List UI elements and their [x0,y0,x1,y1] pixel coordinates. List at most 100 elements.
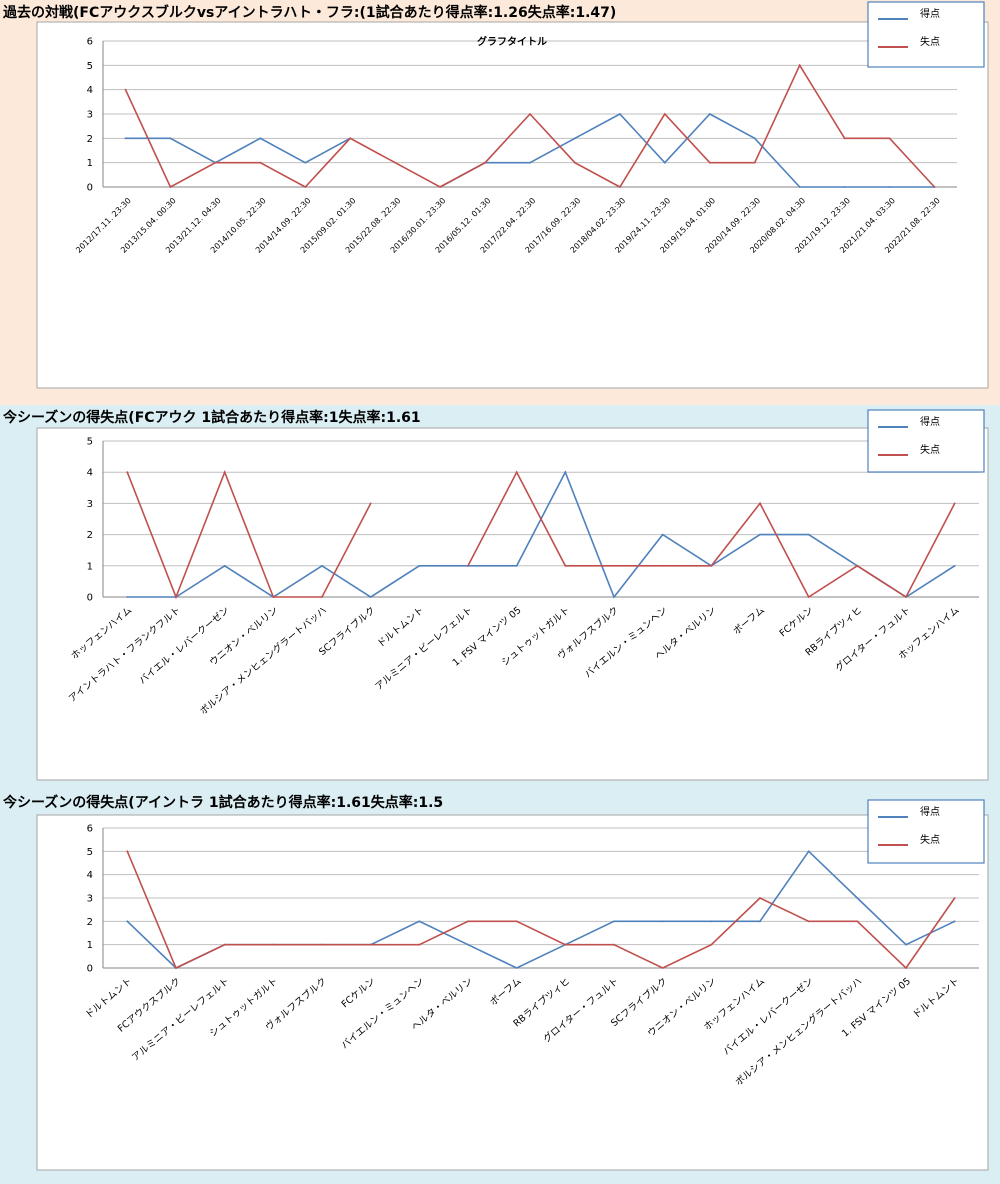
data-point [126,850,129,853]
data-point [394,161,397,164]
data-point [759,897,761,899]
data-point [418,920,421,923]
data-point [175,596,177,598]
y-tick-label: 0 [87,183,93,194]
y-tick-label: 2 [87,530,93,541]
data-point [349,137,352,140]
data-point [661,967,664,969]
data-point [708,113,711,115]
y-tick-label: 4 [87,468,93,479]
data-point [708,161,711,164]
y-tick-label: 5 [87,61,93,72]
data-point [418,943,421,946]
data-point [169,186,172,188]
data-point [529,161,531,164]
data-point [259,161,262,164]
plot-area-frame [36,21,989,389]
y-tick-label: 6 [87,37,93,48]
y-tick-label: 5 [87,437,93,448]
data-point [759,533,761,536]
data-point [223,943,226,946]
data-point [753,137,756,140]
chart-panel-past-matches: 過去の対戦(FCアウクスブルクvsアイントラハト・フラ:(1試合あたり得点率:1… [0,0,1000,405]
data-point [613,943,615,946]
legend-label: 得点 [920,8,940,20]
data-point [169,137,172,140]
y-tick-label: 2 [87,134,93,145]
chart-title: グラフタイトル [477,35,547,48]
data-point [574,161,576,164]
data-point [843,137,846,140]
legend-label: 失点 [920,833,940,846]
legend-label: 得点 [920,416,940,428]
y-tick-label: 1 [87,158,93,169]
data-point [856,897,859,899]
y-tick-label: 6 [87,824,93,835]
series-line-conceded [126,850,956,970]
data-point [574,137,576,140]
data-point [272,596,275,598]
data-point [807,850,810,853]
data-point [515,920,518,923]
data-point [888,137,891,140]
data-point [618,186,621,188]
data-point [753,161,756,164]
data-point [613,596,615,598]
data-point [439,186,442,188]
data-point [905,943,907,946]
plot-area-frame [36,427,989,781]
data-point [661,533,664,536]
data-point [369,943,372,946]
data-point [564,943,567,946]
chart-panel-augsburg-season: 今シーズンの得失点(FCアウク 1試合あたり得点率:1失点率:1.61 0 1 2 3… [0,405,1000,790]
data-point [515,471,518,474]
y-tick-label: 2 [87,917,93,928]
data-point [223,564,226,567]
data-point [369,596,372,598]
data-point [618,113,621,115]
data-point [126,920,129,923]
data-point [259,137,262,140]
data-point [484,161,486,164]
data-point [124,88,127,91]
data-point [710,564,713,567]
data-point [124,137,127,140]
data-point [369,502,372,505]
data-point [843,186,846,188]
legend-label: 得点 [920,806,940,818]
data-point [223,471,226,474]
data-point [214,161,217,164]
legend-box [867,799,985,864]
data-point [321,596,323,598]
y-tick-label: 3 [87,110,93,121]
data-point [661,564,664,567]
y-tick-label: 5 [87,847,93,858]
data-point [467,943,469,946]
data-point [953,502,956,505]
data-point [613,920,615,923]
data-point [175,967,177,969]
data-point [564,471,567,474]
data-point [304,186,307,188]
data-point [304,161,307,164]
panel-title: 過去の対戦(FCアウクスブルクvsアイントラハト・フラ:(1試合あたり得点率:1… [3,5,617,21]
data-point [467,564,469,567]
data-point [856,920,859,923]
legend-box [867,1,985,68]
data-point [953,920,956,923]
data-point [272,943,275,946]
y-tick-label: 4 [87,870,93,881]
data-point [905,596,907,598]
line-chart-augsburg-season: 012345ホッフェンハイムアイントラハト・フランクフルトバイエル・レバークーゼ… [36,409,989,781]
line-chart-frankfurt-season: 0123456ドルトムントFCアウクスブルクアルミニア・ビーレフェルトシュトゥッ… [36,799,989,1171]
data-point [710,943,713,946]
data-point [798,64,801,67]
data-point [933,186,936,188]
data-point [759,920,761,923]
panel-title: 今シーズンの得失点(FCアウク 1試合あたり得点率:1失点率:1.61 [3,410,421,426]
data-point [564,564,567,567]
data-point [798,186,801,188]
data-point [888,186,891,188]
data-point [529,113,531,115]
